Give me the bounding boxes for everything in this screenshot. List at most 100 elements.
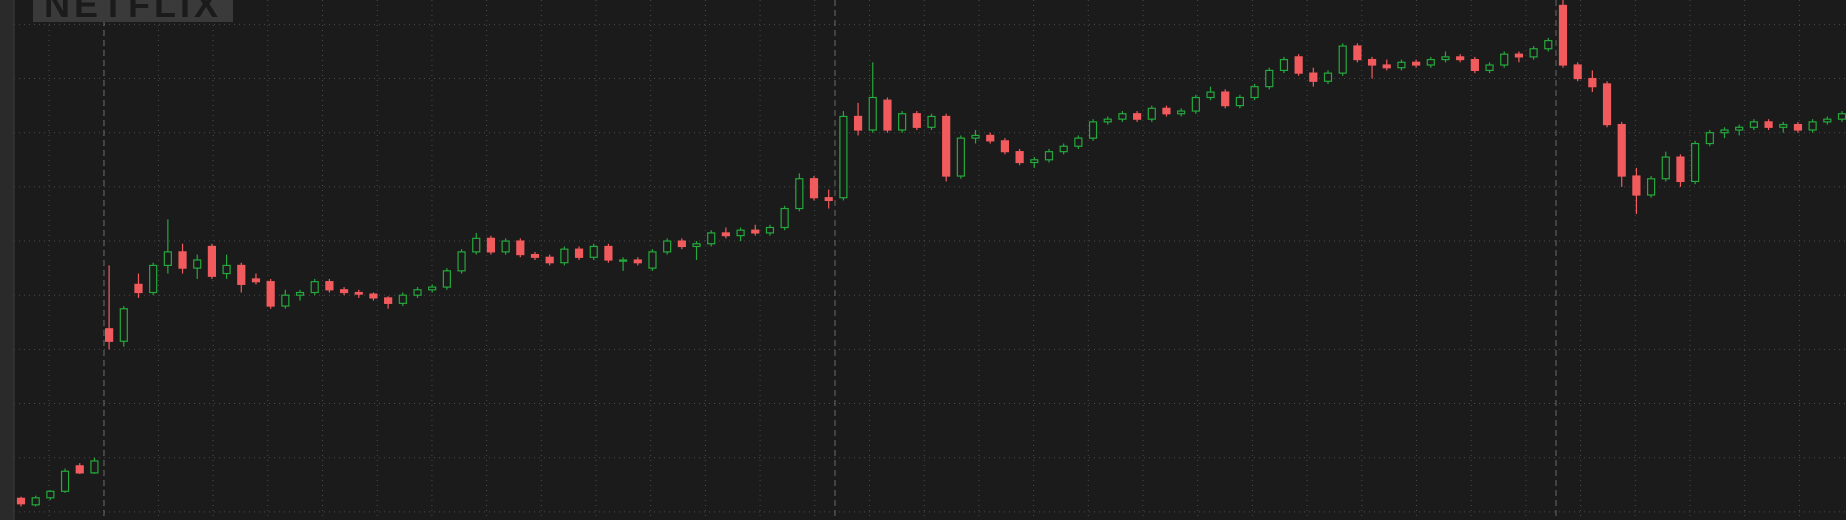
- candle-body: [1441, 56, 1450, 61]
- candle-body: [765, 226, 775, 234]
- candle-body: [1030, 159, 1039, 164]
- candle-body: [1000, 140, 1010, 153]
- candle-body: [1338, 45, 1347, 74]
- candle-body: [1617, 123, 1626, 177]
- candle-body: [883, 99, 892, 131]
- candle-body: [237, 264, 246, 285]
- candle-body: [868, 96, 877, 131]
- candle-body: [134, 283, 143, 294]
- candle-body: [472, 237, 481, 253]
- candle-body: [986, 134, 995, 142]
- candle-body: [530, 253, 540, 258]
- candle-body: [1691, 142, 1700, 183]
- candle-body: [1749, 121, 1758, 128]
- candle-body: [354, 291, 363, 295]
- candle-body: [119, 308, 128, 342]
- candle-body: [1456, 56, 1465, 61]
- candle-body: [692, 243, 701, 248]
- candle-body: [1735, 126, 1744, 131]
- candle-body: [1103, 118, 1112, 123]
- candle-body: [1412, 61, 1421, 66]
- candle-body: [1118, 113, 1127, 120]
- candle-body: [251, 278, 261, 283]
- candle-body: [560, 248, 569, 264]
- candle-body: [1558, 4, 1568, 66]
- candle-body: [149, 264, 158, 294]
- candle-body: [1602, 83, 1612, 126]
- candle-body: [1573, 64, 1582, 80]
- candle-body: [325, 281, 334, 291]
- candle-body: [1353, 45, 1362, 61]
- candle-body: [266, 281, 275, 307]
- candle-body: [16, 497, 26, 505]
- candle-body: [1808, 121, 1817, 131]
- candle-body: [1132, 113, 1142, 120]
- candle-body: [1323, 72, 1333, 82]
- candle-body: [574, 248, 584, 258]
- candle-body: [677, 240, 686, 248]
- candle-body: [1720, 129, 1729, 134]
- candle-body: [1074, 137, 1083, 147]
- candle-body: [486, 237, 496, 253]
- candle-body: [281, 294, 290, 307]
- candle-body: [1015, 151, 1024, 164]
- candle-body: [1705, 132, 1714, 145]
- candle-body: [398, 294, 407, 304]
- candle-body: [707, 232, 716, 245]
- candle-body: [369, 293, 378, 299]
- candle-body: [1793, 123, 1803, 131]
- candle-body: [46, 490, 55, 499]
- candle-body: [942, 115, 951, 177]
- candle-body: [927, 115, 936, 128]
- candle-body: [1470, 58, 1479, 72]
- candle-body: [1250, 86, 1259, 99]
- candle-body: [1529, 48, 1538, 58]
- candle-body: [222, 264, 231, 275]
- candle-body: [1823, 118, 1832, 123]
- candle-body: [178, 251, 187, 269]
- candle-body: [1309, 72, 1318, 82]
- candle-body: [1088, 121, 1098, 139]
- candle-body: [1206, 91, 1215, 99]
- candle-body: [428, 286, 437, 291]
- candle-body: [633, 259, 642, 264]
- candle-body: [1779, 123, 1788, 128]
- candle-body: [339, 289, 349, 294]
- candle-body: [1367, 58, 1377, 66]
- candle-body: [619, 259, 628, 262]
- candle-body: [545, 256, 554, 264]
- candle-body: [1661, 156, 1670, 180]
- candle-body: [589, 245, 598, 258]
- candle-body: [193, 259, 202, 269]
- candle-body: [90, 460, 99, 474]
- candle-body: [1485, 64, 1494, 72]
- candle-body: [1500, 53, 1509, 66]
- candle-body: [1588, 77, 1597, 88]
- candle-body: [1044, 151, 1054, 161]
- candle-body: [105, 328, 114, 342]
- candle-body: [1382, 64, 1391, 69]
- logo-text: NETFLIX: [44, 0, 222, 25]
- left-strip: [0, 0, 14, 520]
- candle-body: [1676, 156, 1685, 183]
- candle-body: [1294, 56, 1303, 74]
- candle-body: [839, 115, 848, 199]
- candle-body: [75, 465, 84, 474]
- candle-body: [413, 289, 422, 296]
- logo-box: [33, 0, 233, 22]
- candle-body: [721, 232, 731, 237]
- candle-body: [163, 251, 172, 267]
- candle-body: [1544, 40, 1553, 50]
- candle-body: [384, 297, 393, 304]
- candle-body: [442, 270, 451, 288]
- candle-body: [1837, 113, 1846, 120]
- candle-body: [912, 113, 921, 128]
- candle-body: [1632, 175, 1641, 196]
- candle-body: [663, 240, 672, 253]
- candle-body: [648, 251, 657, 269]
- candle-body: [1279, 58, 1289, 72]
- candles: [16, 0, 1846, 507]
- candle-body: [1059, 145, 1068, 153]
